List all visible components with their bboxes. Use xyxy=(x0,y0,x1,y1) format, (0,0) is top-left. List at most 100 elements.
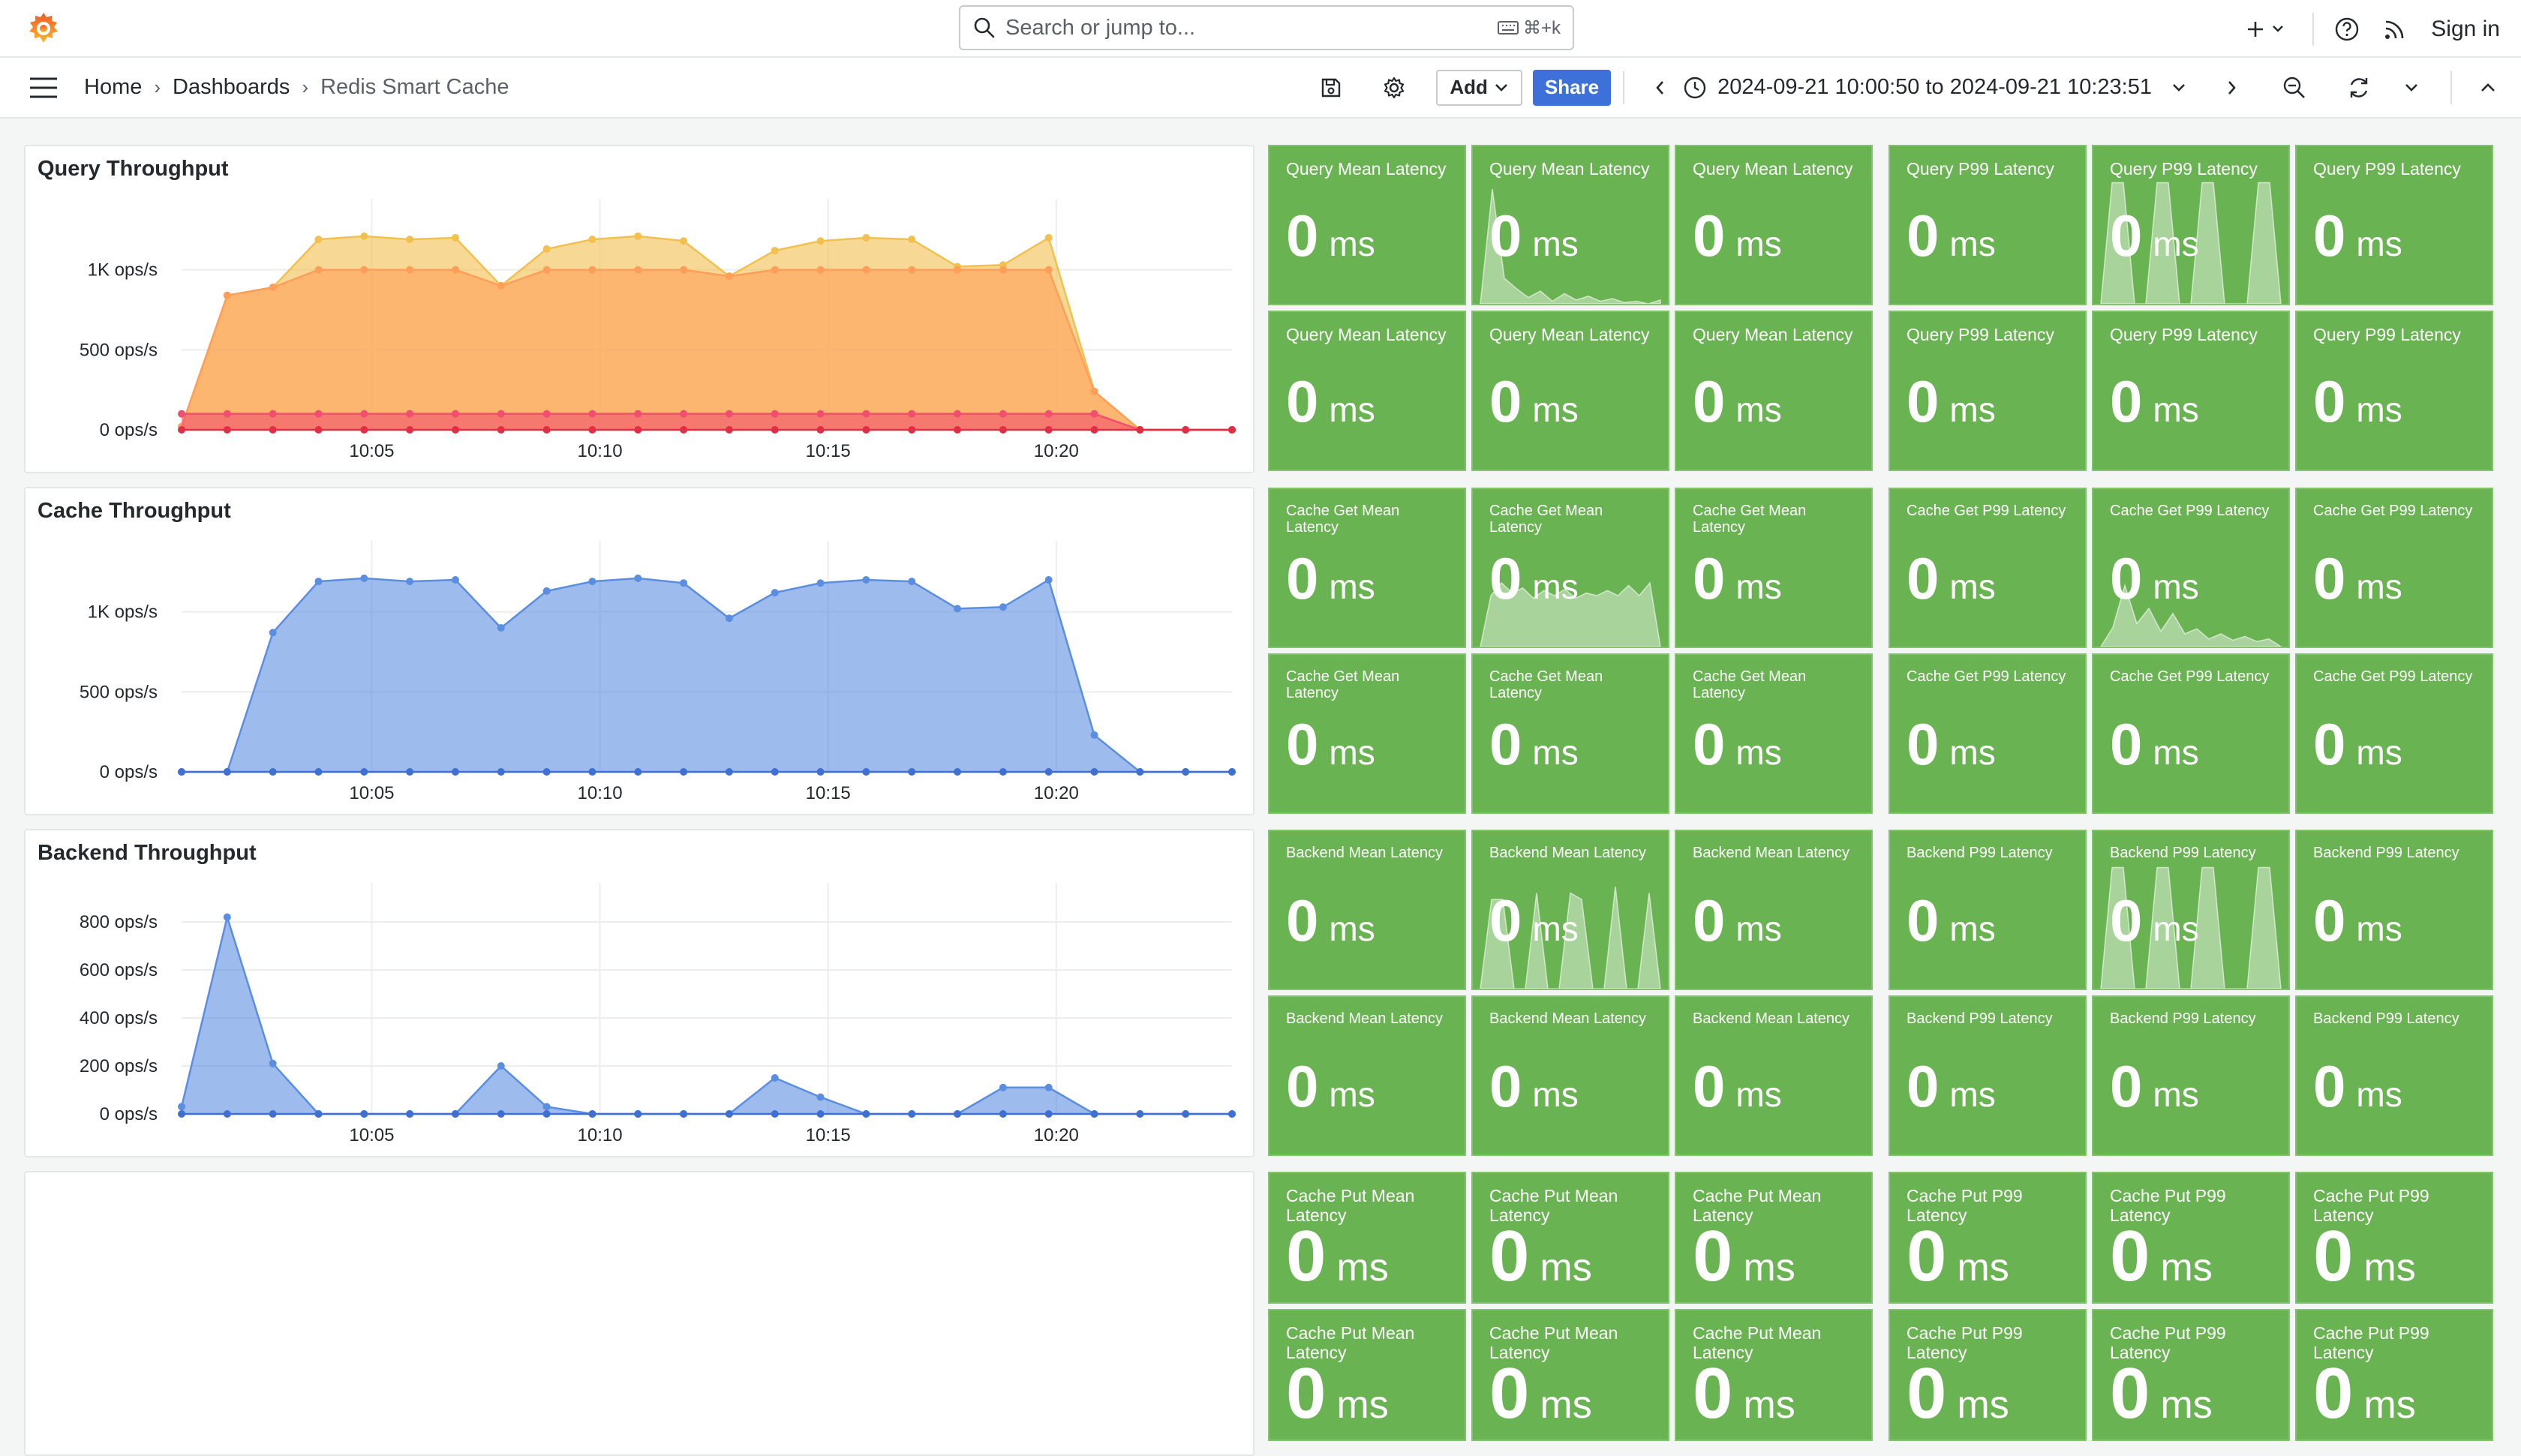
stat-unit: ms xyxy=(1735,224,1782,263)
stat-unit: ms xyxy=(1532,733,1579,772)
stat-tile[interactable]: Cache Get P99 Latency 0 ms xyxy=(1888,653,2087,814)
stat-tile[interactable]: Query Mean Latency 0 ms xyxy=(1268,145,1466,305)
dashboard-settings-button[interactable] xyxy=(1378,71,1411,104)
breadcrumb-dashboards[interactable]: Dashboards xyxy=(173,75,290,99)
data-point xyxy=(862,1110,870,1118)
stat-tile[interactable]: Query Mean Latency 0 ms xyxy=(1268,311,1466,471)
query-throughput-panel[interactable]: Query Throughput 0 ops/s 500 ops/s 1K ops/… xyxy=(24,145,1254,473)
stat-title: Query P99 Latency xyxy=(2110,325,2258,344)
stat-tile[interactable]: Query P99 Latency 0 ms xyxy=(1888,311,2087,471)
stat-tile[interactable]: Query Mean Latency 0 ms xyxy=(1471,145,1669,305)
backend-throughput-panel[interactable]: Backend Throughput 0 ops/s 200 ops/s 400 o… xyxy=(24,829,1254,1157)
data-point xyxy=(406,266,414,274)
y-tick-label: 200 ops/s xyxy=(80,1056,158,1076)
stat-tile[interactable]: Query P99 Latency 0 ms xyxy=(2092,311,2290,471)
stat-tile[interactable]: Cache Put P99 Latency 0 ms xyxy=(2295,1309,2493,1441)
stat-number: 0 xyxy=(1286,1053,1319,1119)
stat-tile[interactable]: Cache Put P99 Latency 0 ms xyxy=(1888,1309,2087,1441)
stat-value: 0 ms xyxy=(1907,887,1996,955)
stat-tile[interactable]: Backend Mean Latency 0 ms xyxy=(1675,995,1873,1156)
stat-tile[interactable]: Backend P99 Latency 0 ms xyxy=(2092,995,2290,1156)
stat-title: Query P99 Latency xyxy=(1907,159,2054,179)
data-point xyxy=(542,1110,551,1118)
stat-value: 0 ms xyxy=(2313,710,2402,779)
stat-tile[interactable]: Cache Get Mean Latency 0 ms xyxy=(1268,488,1466,648)
data-point xyxy=(406,768,414,776)
stat-tile[interactable]: Cache Put Mean Latency 0 ms xyxy=(1268,1309,1466,1441)
stat-tile[interactable]: Cache Put Mean Latency 0 ms xyxy=(1471,1172,1669,1304)
new-menu-button[interactable] xyxy=(2245,14,2290,44)
news-feed-button[interactable] xyxy=(2380,14,2410,44)
data-point xyxy=(497,624,505,632)
stat-tile[interactable]: Backend Mean Latency 0 ms xyxy=(1268,830,1466,990)
stat-tile[interactable]: Backend P99 Latency 0 ms xyxy=(1888,830,2087,990)
stat-tile[interactable]: Query Mean Latency 0 ms xyxy=(1675,311,1873,471)
stat-number: 0 xyxy=(2110,1053,2143,1119)
stat-tile[interactable]: Backend Mean Latency 0 ms xyxy=(1268,995,1466,1156)
data-point xyxy=(1044,234,1053,242)
stat-title: Cache Get P99 Latency xyxy=(2313,668,2473,685)
stat-tile[interactable]: Cache Put Mean Latency 0 ms xyxy=(1675,1172,1873,1304)
stat-tile[interactable]: Cache Put Mean Latency 0 ms xyxy=(1268,1172,1466,1304)
help-button[interactable] xyxy=(2332,14,2362,44)
stat-tile[interactable]: Backend P99 Latency 0 ms xyxy=(2092,830,2290,990)
stat-tile[interactable]: Cache Put P99 Latency 0 ms xyxy=(2092,1172,2290,1304)
data-point xyxy=(451,1110,459,1118)
data-point xyxy=(497,282,505,290)
stat-tile[interactable]: Cache Get Mean Latency 0 ms xyxy=(1471,653,1669,814)
stat-tile[interactable]: Cache Get Mean Latency 0 ms xyxy=(1675,488,1873,648)
stat-tile[interactable]: Cache Get P99 Latency 0 ms xyxy=(2295,488,2493,648)
save-dashboard-button[interactable] xyxy=(1315,71,1348,104)
collapse-toolbar-button[interactable] xyxy=(2471,71,2504,104)
time-back-button[interactable] xyxy=(1644,71,1677,104)
stat-tile[interactable]: Backend P99 Latency 0 ms xyxy=(2295,995,2493,1156)
stat-tile[interactable]: Backend P99 Latency 0 ms xyxy=(2295,830,2493,990)
refresh-interval-dropdown[interactable] xyxy=(2395,71,2428,104)
chevron-down-icon xyxy=(2405,83,2417,92)
stat-tile[interactable]: Cache Get Mean Latency 0 ms xyxy=(1471,488,1669,648)
stat-tile[interactable]: Query P99 Latency 0 ms xyxy=(2092,145,2290,305)
stat-tile[interactable]: Backend Mean Latency 0 ms xyxy=(1471,830,1669,990)
data-point xyxy=(178,1103,185,1111)
stat-unit: ms xyxy=(2160,1383,2213,1427)
add-button[interactable]: Add xyxy=(1436,69,1522,106)
data-point xyxy=(1182,1110,1190,1118)
stat-tile[interactable]: Cache Get P99 Latency 0 ms xyxy=(2092,488,2290,648)
zoom-out-button[interactable] xyxy=(2278,71,2311,104)
stat-tile[interactable]: Cache Put P99 Latency 0 ms xyxy=(2295,1172,2493,1304)
y-tick-label: 600 ops/s xyxy=(80,960,158,980)
stat-title: Cache Put Mean Latency xyxy=(1286,1323,1415,1362)
share-button[interactable]: Share xyxy=(1532,69,1612,106)
stat-tile[interactable]: Cache Put Mean Latency 0 ms xyxy=(1471,1309,1669,1441)
stat-tile[interactable]: Cache Get Mean Latency 0 ms xyxy=(1675,653,1873,814)
sign-in-link[interactable]: Sign in xyxy=(2431,16,2500,41)
stat-title: Cache Put P99 Latency xyxy=(2313,1323,2429,1362)
stat-tile[interactable]: Query Mean Latency 0 ms xyxy=(1675,145,1873,305)
time-range-picker[interactable]: 2024-09-21 10:00:50 to 2024-09-21 10:23:… xyxy=(1683,75,2186,100)
stat-tile[interactable]: Query Mean Latency 0 ms xyxy=(1471,311,1669,471)
stat-tile[interactable]: Backend Mean Latency 0 ms xyxy=(1471,995,1669,1156)
grafana-logo-icon[interactable] xyxy=(26,11,62,47)
data-point xyxy=(862,426,870,434)
menu-icon[interactable] xyxy=(29,74,59,101)
stat-tile[interactable]: Query P99 Latency 0 ms xyxy=(2295,311,2493,471)
time-forward-button[interactable] xyxy=(2215,71,2248,104)
cache-throughput-panel[interactable]: Cache Throughput 0 ops/s 500 ops/s 1K ops/… xyxy=(24,487,1254,815)
stat-tile[interactable]: Cache Get P99 Latency 0 ms xyxy=(1888,488,2087,648)
stat-tile[interactable]: Backend Mean Latency 0 ms xyxy=(1675,830,1873,990)
refresh-button[interactable] xyxy=(2342,71,2375,104)
stat-tile[interactable]: Cache Put P99 Latency 0 ms xyxy=(1888,1172,2087,1304)
stat-tile[interactable]: Cache Get P99 Latency 0 ms xyxy=(2092,653,2290,814)
stat-tile[interactable]: Backend P99 Latency 0 ms xyxy=(1888,995,2087,1156)
stat-title: Query Mean Latency xyxy=(1489,325,1650,344)
stat-value: 0 ms xyxy=(2313,202,2402,270)
stat-tile[interactable]: Query P99 Latency 0 ms xyxy=(1888,145,2087,305)
breadcrumb-home[interactable]: Home xyxy=(84,75,143,99)
stat-tile[interactable]: Query P99 Latency 0 ms xyxy=(2295,145,2493,305)
search-bar[interactable]: Search or jump to... ⌘+k xyxy=(959,5,1574,50)
stat-tile[interactable]: Cache Get P99 Latency 0 ms xyxy=(2295,653,2493,814)
stat-tile[interactable]: Cache Put Mean Latency 0 ms xyxy=(1675,1309,1873,1441)
stat-tile[interactable]: Cache Put P99 Latency 0 ms xyxy=(2092,1309,2290,1441)
stat-tile[interactable]: Cache Get Mean Latency 0 ms xyxy=(1268,653,1466,814)
data-point xyxy=(1136,426,1144,434)
